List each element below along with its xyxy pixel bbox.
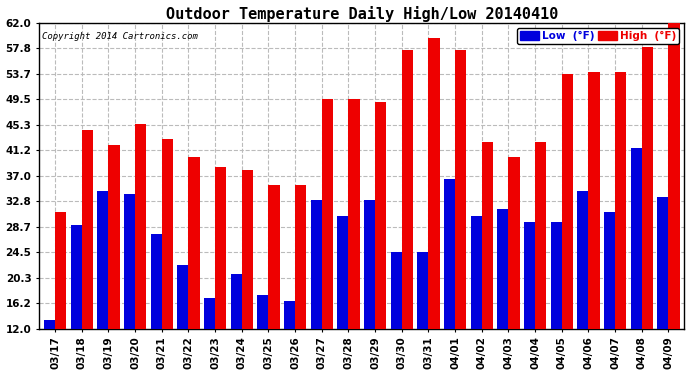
Bar — [97, 191, 108, 329]
Bar — [241, 170, 253, 329]
Bar — [284, 301, 295, 329]
Bar — [150, 234, 161, 329]
Bar — [589, 72, 600, 329]
Bar — [562, 74, 573, 329]
Bar — [402, 50, 413, 329]
Bar — [161, 139, 173, 329]
Bar — [124, 194, 135, 329]
Bar — [204, 298, 215, 329]
Bar — [55, 213, 66, 329]
Bar — [375, 102, 386, 329]
Bar — [497, 209, 509, 329]
Bar — [642, 47, 653, 329]
Bar — [509, 158, 520, 329]
Bar — [417, 252, 428, 329]
Bar — [471, 216, 482, 329]
Bar — [578, 191, 589, 329]
Bar — [257, 295, 268, 329]
Title: Outdoor Temperature Daily High/Low 20140410: Outdoor Temperature Daily High/Low 20140… — [166, 6, 558, 21]
Bar — [535, 142, 546, 329]
Bar — [188, 158, 199, 329]
Bar — [615, 72, 627, 329]
Bar — [177, 264, 188, 329]
Bar — [215, 166, 226, 329]
Legend: Low  (°F), High  (°F): Low (°F), High (°F) — [518, 28, 679, 44]
Bar — [524, 222, 535, 329]
Bar — [551, 222, 562, 329]
Bar — [482, 142, 493, 329]
Bar — [455, 50, 466, 329]
Bar — [322, 99, 333, 329]
Bar — [70, 225, 81, 329]
Bar — [81, 130, 93, 329]
Bar — [364, 200, 375, 329]
Bar — [108, 145, 119, 329]
Bar — [444, 179, 455, 329]
Bar — [631, 148, 642, 329]
Bar — [44, 320, 55, 329]
Bar — [658, 197, 669, 329]
Bar — [391, 252, 402, 329]
Bar — [669, 23, 680, 329]
Bar — [337, 216, 348, 329]
Bar — [268, 185, 279, 329]
Text: Copyright 2014 Cartronics.com: Copyright 2014 Cartronics.com — [42, 32, 198, 41]
Bar — [348, 99, 359, 329]
Bar — [295, 185, 306, 329]
Bar — [230, 274, 241, 329]
Bar — [310, 200, 322, 329]
Bar — [604, 213, 615, 329]
Bar — [428, 38, 440, 329]
Bar — [135, 124, 146, 329]
